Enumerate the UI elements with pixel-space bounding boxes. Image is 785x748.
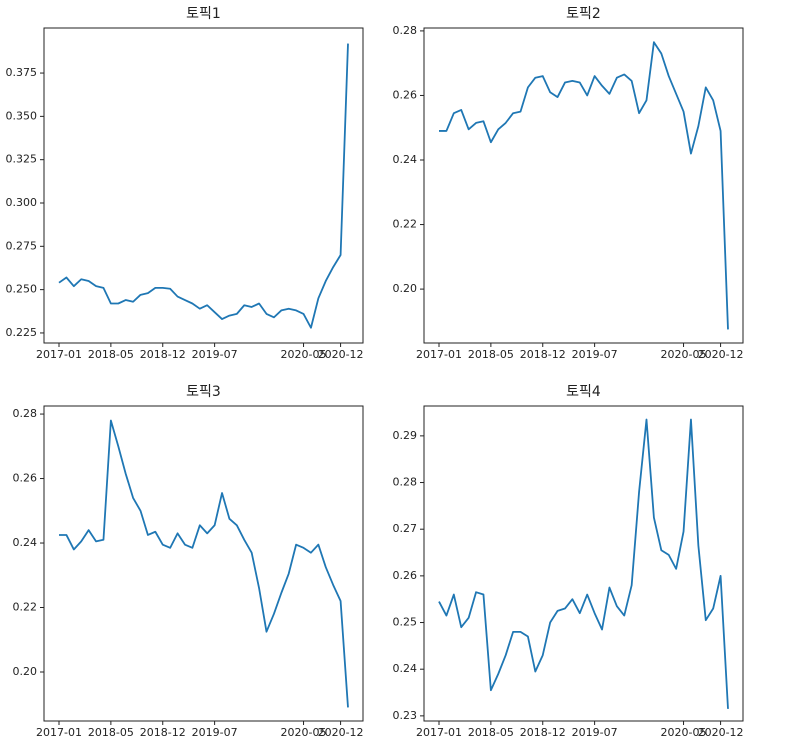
y-tick-label: 0.250: [6, 283, 38, 296]
y-tick-label: 0.22: [393, 218, 418, 231]
y-tick-label: 0.20: [393, 282, 418, 295]
x-tick-label: 2020-05: [281, 726, 327, 739]
axes-frame: [43, 27, 364, 344]
chart-title: 토픽2: [566, 6, 601, 22]
x-tick-label: 2017-01: [36, 726, 82, 739]
x-tick-label: 2017-01: [416, 726, 462, 739]
x-tick-label: 2018-12: [520, 348, 566, 361]
y-tick-label: 0.26: [13, 472, 38, 485]
x-tick-label: 2020-12: [318, 348, 364, 361]
y-tick-label: 0.26: [393, 569, 418, 582]
data-line: [438, 418, 729, 709]
x-tick-label: 2020-12: [318, 726, 364, 739]
x-tick-label: 2020-05: [661, 348, 707, 361]
x-tick-label: 2019-07: [192, 348, 238, 361]
x-tick-label: 2020-05: [661, 726, 707, 739]
x-tick-label: 2019-07: [572, 726, 618, 739]
y-tick-label: 0.225: [6, 326, 38, 339]
data-line: [58, 43, 349, 329]
x-tick-label: 2018-12: [520, 726, 566, 739]
x-tick-label: 2020-12: [698, 726, 744, 739]
x-tick-label: 2018-05: [88, 726, 134, 739]
y-tick-label: 0.25: [393, 616, 418, 629]
x-tick-label: 2017-01: [416, 348, 462, 361]
axes-frame: [43, 405, 364, 722]
y-tick-label: 0.325: [6, 153, 38, 166]
y-tick-label: 0.24: [393, 153, 418, 166]
x-tick-label: 2019-07: [572, 348, 618, 361]
x-tick-label: 2018-05: [468, 726, 514, 739]
data-line: [439, 41, 729, 330]
x-tick-label: 2018-05: [88, 348, 134, 361]
y-tick-label: 0.20: [13, 665, 38, 678]
y-tick-label: 0.375: [6, 66, 38, 79]
y-tick-label: 0.275: [6, 239, 38, 252]
x-tick-label: 2018-12: [140, 726, 186, 739]
chart-title: 토픽3: [186, 384, 221, 400]
axes-frame: [423, 405, 744, 722]
data-line: [59, 419, 349, 708]
chart-title: 토픽4: [566, 384, 601, 400]
y-tick-label: 0.350: [6, 109, 38, 122]
y-tick-label: 0.26: [393, 88, 418, 101]
axes-frame: [423, 27, 744, 344]
x-tick-label: 2020-12: [698, 348, 744, 361]
x-tick-label: 2020-05: [281, 348, 327, 361]
y-tick-label: 0.24: [13, 536, 38, 549]
y-tick-label: 0.27: [393, 522, 418, 535]
y-tick-label: 0.300: [6, 196, 38, 209]
y-tick-label: 0.28: [393, 24, 418, 37]
x-tick-label: 2018-05: [468, 348, 514, 361]
y-tick-label: 0.28: [13, 407, 38, 420]
y-tick-label: 0.24: [393, 662, 418, 675]
y-tick-label: 0.22: [13, 601, 38, 614]
chart-title: 토픽1: [186, 6, 221, 22]
y-tick-label: 0.23: [393, 709, 418, 722]
y-tick-label: 0.29: [393, 429, 418, 442]
x-tick-label: 2017-01: [36, 348, 82, 361]
x-tick-label: 2019-07: [192, 726, 238, 739]
x-tick-label: 2018-12: [140, 348, 186, 361]
y-tick-label: 0.28: [393, 476, 418, 489]
